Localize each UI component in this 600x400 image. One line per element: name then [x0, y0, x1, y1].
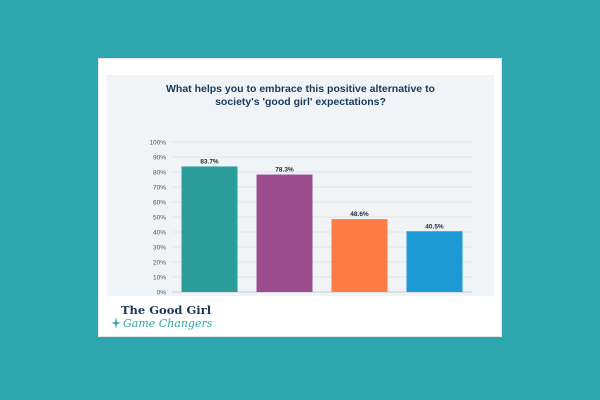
y-tick-label: 10% [153, 275, 166, 282]
brand-tagline: Game Changers [123, 317, 213, 330]
y-tick-label: 100% [149, 140, 166, 147]
y-tick-label: 80% [153, 170, 166, 177]
y-tick-label: 90% [153, 155, 166, 162]
chart-card: What helps you to embrace this positive … [98, 58, 502, 337]
bar-value-label: 40.5% [425, 223, 444, 230]
bar-value-label: 83.7% [200, 158, 219, 165]
y-tick-label: 50% [153, 215, 166, 222]
y-tick-label: 40% [153, 230, 166, 237]
y-tick-label: 70% [153, 185, 166, 192]
y-tick-label: 0% [157, 290, 167, 297]
bar-value-label: 78.3% [275, 167, 294, 174]
y-tick-label: 20% [153, 260, 166, 267]
y-tick-label: 60% [153, 200, 166, 207]
brand-name: The Good Girl [121, 303, 212, 317]
bar [181, 166, 238, 292]
sparkle-icon [111, 317, 121, 329]
bar [406, 231, 463, 292]
y-tick-label: 30% [153, 245, 166, 252]
bar-chart: 0%10%20%30%40%50%60%70%80%90%100%83.7%Pe… [149, 140, 472, 297]
bar [331, 219, 388, 292]
brand-logo: The Good Girl Game Changers [111, 303, 271, 335]
chart-panel: What helps you to embrace this positive … [107, 75, 494, 296]
chart-title: What helps you to embrace this positive … [166, 83, 435, 108]
bar [256, 174, 313, 292]
bar-value-label: 48.6% [350, 211, 369, 218]
